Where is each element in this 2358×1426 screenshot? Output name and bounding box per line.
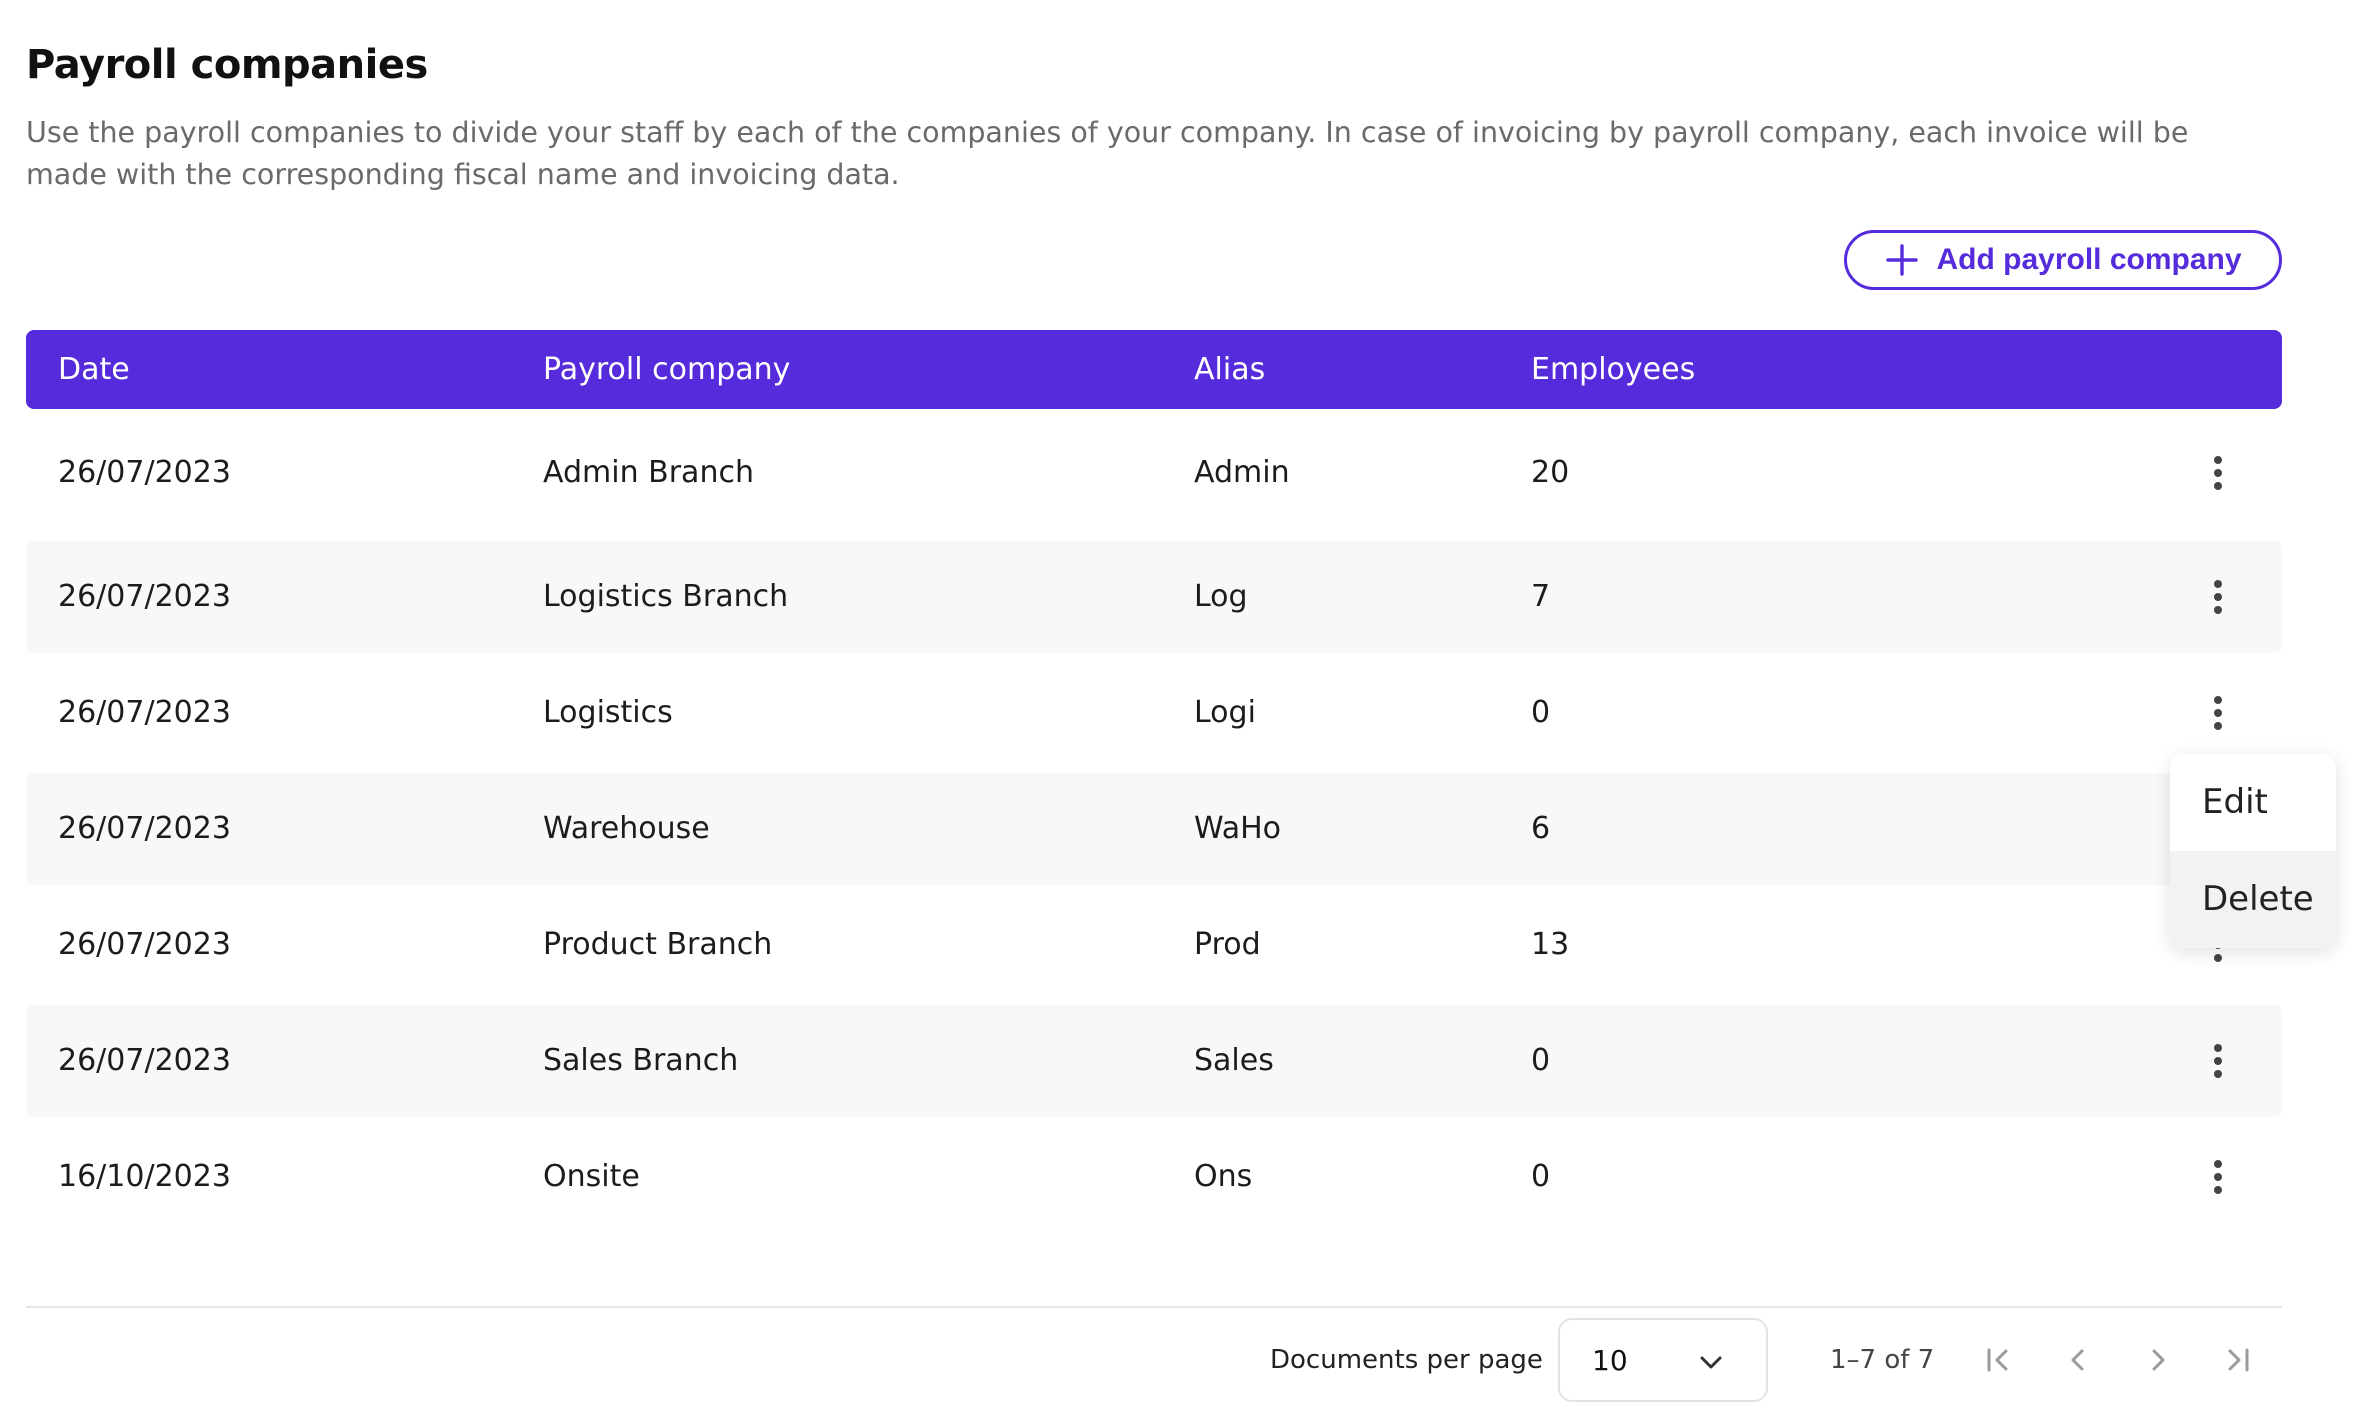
- cell-alias: Ons: [1194, 1159, 1253, 1194]
- add-button-label: Add payroll company: [1936, 243, 2242, 276]
- cell-date: 26/07/2023: [58, 811, 231, 846]
- payroll-companies-table: Date Payroll company Alias Employees 26/…: [26, 330, 2282, 1233]
- documents-per-page-label: Documents per page: [1270, 1345, 1543, 1375]
- column-header-alias[interactable]: Alias: [1194, 352, 1266, 387]
- pagination-range: 1–7 of 7: [1830, 1345, 1935, 1375]
- cell-date: 26/07/2023: [58, 695, 231, 730]
- table-row[interactable]: 26/07/2023 Admin Branch Admin 20: [26, 409, 2282, 537]
- cell-payroll-company: Logistics Branch: [543, 579, 789, 614]
- cell-employees: 20: [1531, 455, 1570, 490]
- cell-employees: 0: [1531, 1043, 1551, 1078]
- table-row[interactable]: 26/07/2023 Product Branch Prod 13: [26, 889, 2282, 1001]
- cell-employees: 0: [1531, 1159, 1551, 1194]
- documents-per-page-select[interactable]: 10: [1558, 1318, 1768, 1402]
- table-row[interactable]: 26/07/2023 Logistics Logi 0: [26, 657, 2282, 769]
- row-actions-kebab-icon[interactable]: [2198, 1147, 2238, 1207]
- cell-payroll-company: Admin Branch: [543, 455, 754, 490]
- row-actions-kebab-icon[interactable]: [2198, 1031, 2238, 1091]
- table-row[interactable]: 16/10/2023 Onsite Ons 0: [26, 1121, 2282, 1233]
- cell-employees: 6: [1531, 811, 1551, 846]
- add-payroll-company-button[interactable]: Add payroll company: [1844, 230, 2282, 290]
- cell-alias: WaHo: [1194, 811, 1282, 846]
- table-header: Date Payroll company Alias Employees: [26, 330, 2282, 409]
- cell-employees: 7: [1531, 579, 1551, 614]
- cell-date: 16/10/2023: [58, 1159, 231, 1194]
- cell-date: 26/07/2023: [58, 579, 231, 614]
- page-title: Payroll companies: [26, 42, 428, 88]
- previous-page-icon[interactable]: [2056, 1338, 2100, 1382]
- column-header-payroll-company[interactable]: Payroll company: [543, 352, 791, 387]
- cell-payroll-company: Product Branch: [543, 927, 773, 962]
- documents-per-page-value: 10: [1592, 1343, 1628, 1377]
- cell-alias: Prod: [1194, 927, 1261, 962]
- cell-date: 26/07/2023: [58, 455, 231, 490]
- cell-date: 26/07/2023: [58, 927, 231, 962]
- menu-item-delete[interactable]: Delete: [2170, 851, 2336, 948]
- cell-payroll-company: Onsite: [543, 1159, 640, 1194]
- table-footer-divider: [26, 1306, 2282, 1308]
- menu-item-edit[interactable]: Edit: [2202, 782, 2268, 822]
- column-header-date[interactable]: Date: [58, 352, 130, 387]
- cell-employees: 0: [1531, 695, 1551, 730]
- row-context-menu: Edit Delete: [2170, 754, 2336, 948]
- cell-alias: Sales: [1194, 1043, 1274, 1078]
- cell-payroll-company: Warehouse: [543, 811, 710, 846]
- table-row[interactable]: 26/07/2023 Warehouse WaHo 6: [26, 773, 2282, 885]
- row-actions-kebab-icon[interactable]: [2198, 443, 2238, 503]
- column-header-employees[interactable]: Employees: [1531, 352, 1696, 387]
- cell-alias: Logi: [1194, 695, 1256, 730]
- next-page-icon[interactable]: [2136, 1338, 2180, 1382]
- page-description: Use the payroll companies to divide your…: [26, 116, 2189, 191]
- cell-payroll-company: Logistics: [543, 695, 673, 730]
- cell-alias: Admin: [1194, 455, 1290, 490]
- first-page-icon[interactable]: [1976, 1338, 2020, 1382]
- cell-date: 26/07/2023: [58, 1043, 231, 1078]
- chevron-down-icon: [1700, 1356, 1722, 1369]
- row-actions-kebab-icon[interactable]: [2198, 567, 2238, 627]
- cell-employees: 13: [1531, 927, 1570, 962]
- table-row[interactable]: 26/07/2023 Sales Branch Sales 0: [26, 1005, 2282, 1117]
- cell-payroll-company: Sales Branch: [543, 1043, 739, 1078]
- last-page-icon[interactable]: [2216, 1338, 2260, 1382]
- cell-alias: Log: [1194, 579, 1248, 614]
- table-row[interactable]: 26/07/2023 Logistics Branch Log 7: [26, 541, 2282, 653]
- plus-icon: [1886, 244, 1919, 276]
- row-actions-kebab-icon[interactable]: [2198, 683, 2238, 743]
